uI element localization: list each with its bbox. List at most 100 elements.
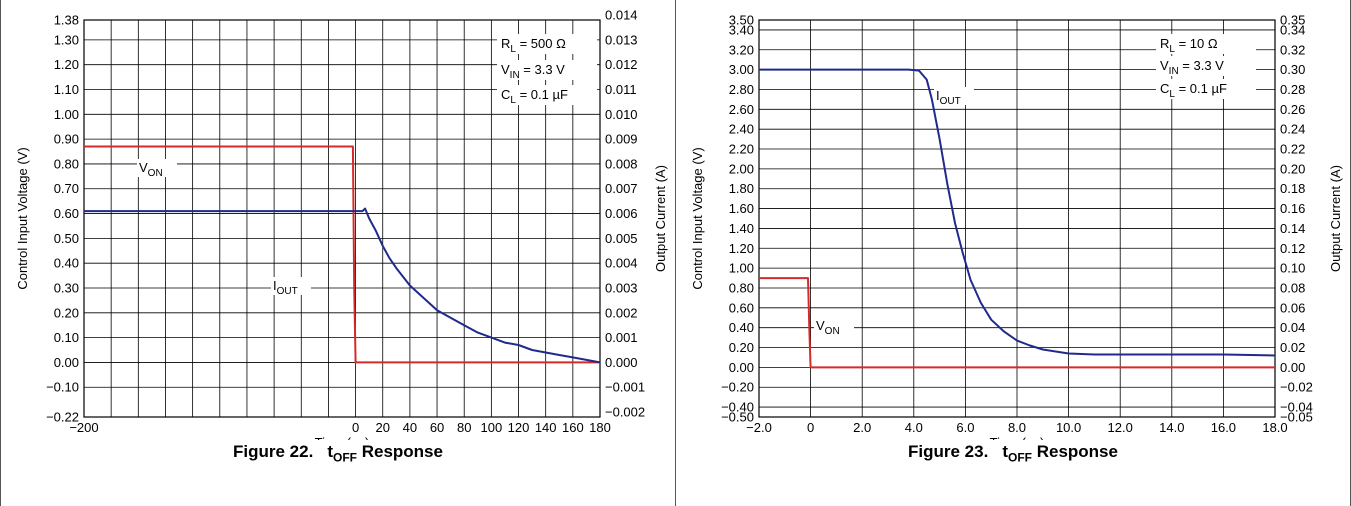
x-tick-label: 160 xyxy=(562,420,584,435)
y-tick-label: 0.20 xyxy=(54,305,79,320)
y-tick-label: 3.50 xyxy=(729,13,754,28)
annotation-bg xyxy=(1156,79,1256,99)
caption-rest: Response xyxy=(357,442,443,461)
figure-number: Figure 22. xyxy=(233,442,314,461)
x-tick-label: 14.0 xyxy=(1159,420,1184,435)
x-tick-label: 120 xyxy=(508,420,530,435)
y-tick-label: 2.60 xyxy=(729,102,754,117)
y-tick-label: 0.90 xyxy=(54,132,79,147)
annotation-bg xyxy=(1156,56,1256,76)
y2-tick-label: 0.003 xyxy=(605,280,638,295)
y2-tick-label: 0.32 xyxy=(1280,42,1305,57)
y2-axis-title: Output Current (A) xyxy=(653,165,668,272)
y-tick-label: 1.40 xyxy=(729,221,754,236)
x-tick-label: 4.0 xyxy=(905,420,923,435)
plot-frame xyxy=(83,19,601,418)
y2-tick-label: 0.013 xyxy=(605,32,638,47)
series-label-von: VON xyxy=(139,160,163,179)
y-tick-label: 0.60 xyxy=(54,206,79,221)
x-tick-label: 12.0 xyxy=(1108,420,1133,435)
x-tick-label: 180 xyxy=(589,420,611,435)
annotation-text: RL = 10 Ω xyxy=(1160,36,1218,55)
y2-tick-label: 0.08 xyxy=(1280,280,1305,295)
figure-caption: Figure 23. tOFF Response xyxy=(676,442,1350,464)
x-tick-label: 100 xyxy=(481,420,503,435)
annotation-bg xyxy=(497,60,597,80)
y2-tick-label: 0.04 xyxy=(1280,320,1305,335)
y2-tick-label: 0.34 xyxy=(1280,22,1305,37)
series-label-iout: IOUT xyxy=(936,88,961,107)
y2-tick-label: 0.22 xyxy=(1280,142,1305,157)
y2-tick-label: 0.012 xyxy=(605,57,638,72)
x-tick-label: 80 xyxy=(457,420,471,435)
y2-tick-label: 0.014 xyxy=(605,8,638,23)
y2-tick-label: 0.16 xyxy=(1280,201,1305,216)
y-tick-label: 1.60 xyxy=(729,201,754,216)
x-tick-label: 6.0 xyxy=(956,420,974,435)
chart-figure-23: −2.0 0 2.0 4.0 6.0 8.0 10.0 12.0 14.0 16.0 18.0 3.5… xyxy=(690,13,1343,451)
y-tick-label: 1.80 xyxy=(729,181,754,196)
x-tick-label: 0 xyxy=(352,420,359,435)
y-tick-label: 0.50 xyxy=(54,231,79,246)
y-tick-label: −0.40 xyxy=(721,400,754,415)
caption-subscript: OFF xyxy=(1008,450,1032,465)
y-tick-label: 1.30 xyxy=(54,32,79,47)
plot-frame xyxy=(758,19,1276,418)
y-tick-label: 3.40 xyxy=(729,22,754,37)
caption-subscript: OFF xyxy=(333,450,357,465)
x-tick-label: 40 xyxy=(403,420,417,435)
y-axis-title: Control Input Voltage (V) xyxy=(15,147,30,289)
y2-tick-label: 0.010 xyxy=(605,107,638,122)
x-tick-label: 10.0 xyxy=(1056,420,1081,435)
y-tick-label: 2.00 xyxy=(729,161,754,176)
y2-tick-label: −0.002 xyxy=(605,405,645,420)
y2-tick-label: 0.26 xyxy=(1280,102,1305,117)
y-tick-label: 0.40 xyxy=(54,256,79,271)
x-tick-label: 8.0 xyxy=(1008,420,1026,435)
y-tick-label: 0.00 xyxy=(54,355,79,370)
annotation-text: CL = 0.1 µF xyxy=(1160,81,1227,100)
y-tick-label: 1.10 xyxy=(54,82,79,97)
annotation-bg xyxy=(1156,34,1256,54)
annotation-text: RL = 500 Ω xyxy=(501,36,566,55)
y-tick-label: 1.00 xyxy=(54,107,79,122)
series-line-iout xyxy=(759,68,1276,357)
y2-tick-label: −0.001 xyxy=(605,380,645,395)
y2-tick-label: 0.10 xyxy=(1280,261,1305,276)
y2-tick-label: 0.005 xyxy=(605,231,638,246)
series-label-bg xyxy=(271,277,311,295)
y2-tick-label: 0.007 xyxy=(605,181,638,196)
y2-tick-label: 0.30 xyxy=(1280,62,1305,77)
y-tick-label: 0.70 xyxy=(54,181,79,196)
series-line-von xyxy=(84,145,600,364)
y-tick-label: 1.00 xyxy=(729,261,754,276)
y2-tick-label: 0.00 xyxy=(1280,360,1305,375)
y2-tick-label: 0.001 xyxy=(605,330,638,345)
series-label-bg xyxy=(934,87,974,105)
y2-tick-label: 0.12 xyxy=(1280,241,1305,256)
x-tick-label: 140 xyxy=(535,420,557,435)
annotation-bg xyxy=(497,34,597,54)
chart-panel-figure-23: −2.0 0 2.0 4.0 6.0 8.0 10.0 12.0 14.0 16.0 18.0 3.5… xyxy=(676,0,1351,506)
y2-tick-label: 0.004 xyxy=(605,256,638,271)
y2-tick-label: −0.05 xyxy=(1280,410,1313,425)
y-axis-title: Control Input Voltage (V) xyxy=(690,147,705,289)
y-tick-label: 2.20 xyxy=(729,142,754,157)
y-tick-label: 3.20 xyxy=(729,42,754,57)
y2-tick-label: 0.35 xyxy=(1280,13,1305,28)
y2-tick-label: 0.18 xyxy=(1280,181,1305,196)
figure-caption: Figure 22. tOFF Response xyxy=(1,442,675,464)
y-tick-label: 0.80 xyxy=(54,156,79,171)
y-tick-label: 1.20 xyxy=(54,57,79,72)
y2-tick-label: 0.006 xyxy=(605,206,638,221)
x-tick-label: 18.0 xyxy=(1262,420,1287,435)
x-tick-label: 2.0 xyxy=(853,420,871,435)
y2-axis-title: Output Current (A) xyxy=(1328,165,1343,272)
y2-tick-label: 0.009 xyxy=(605,132,638,147)
y2-tick-label: 0.011 xyxy=(605,82,637,97)
y-tick-label: 2.40 xyxy=(729,122,754,137)
x-axis-title: Time (µs) xyxy=(990,435,1045,440)
y2-tick-label: 0.28 xyxy=(1280,82,1305,97)
y-tick-label: −0.20 xyxy=(721,380,754,395)
series-label-bg xyxy=(814,317,854,335)
